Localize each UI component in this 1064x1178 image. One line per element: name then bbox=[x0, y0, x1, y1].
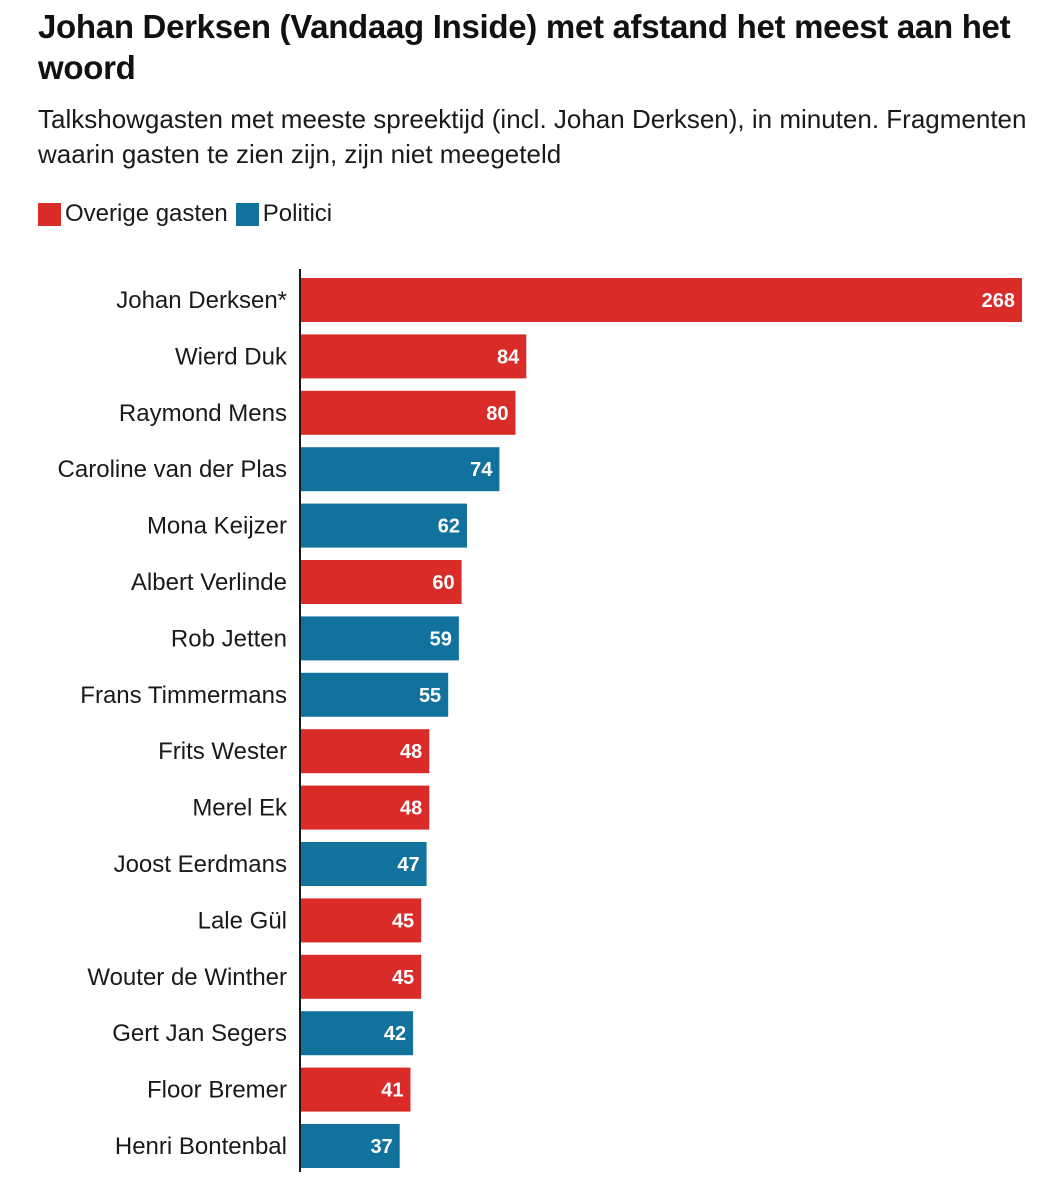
category-label-joost-eerdmans: Joost Eerdmans bbox=[114, 851, 287, 878]
value-label-frans-timmermans: 55 bbox=[419, 685, 441, 707]
category-label-rob-jetten: Rob Jetten bbox=[171, 625, 287, 652]
category-label-lale-gul: Lale Gül bbox=[198, 907, 287, 934]
value-label-wierd-duk: 84 bbox=[497, 346, 520, 368]
legend: Overige gasten Politici bbox=[38, 200, 340, 228]
bar-chart: Johan Derksen* 268 Wierd Duk 84 Raymond Mens… bbox=[58, 269, 1022, 1172]
bar-henri-bontenbal bbox=[300, 1124, 400, 1168]
value-label-gert-jan-segers: 42 bbox=[384, 1023, 406, 1045]
bar-johan-derksen bbox=[300, 278, 1022, 322]
legend-item-politici: Politici bbox=[235, 200, 333, 228]
legend-label-overige-gasten: Overige gasten bbox=[65, 200, 228, 227]
legend-swatch-politici bbox=[235, 202, 259, 226]
value-label-rob-jetten: 59 bbox=[430, 628, 452, 650]
bar-mona-keijzer bbox=[300, 503, 467, 548]
value-label-henri-bontenbal: 37 bbox=[370, 1136, 392, 1158]
value-label-albert-verlinde: 60 bbox=[432, 572, 454, 594]
chart-subtitle: Talkshowgasten met meeste spreektijd (in… bbox=[38, 104, 1027, 169]
value-label-mona-keijzer: 62 bbox=[438, 516, 460, 538]
chart-title: Johan Derksen (Vandaag Inside) met afsta… bbox=[38, 8, 1011, 86]
category-label-frits-wester: Frits Wester bbox=[158, 738, 287, 765]
bar-caroline-van-der-plas bbox=[300, 447, 500, 492]
legend-swatch-overige-gasten bbox=[38, 202, 61, 226]
category-label-albert-verlinde: Albert Verlinde bbox=[131, 569, 287, 596]
category-label-wouter-de-winther: Wouter de Winther bbox=[87, 964, 287, 991]
legend-item-overige-gasten: Overige gasten bbox=[38, 200, 228, 228]
value-label-johan-derksen: 268 bbox=[982, 290, 1015, 312]
bar-frans-timmermans bbox=[300, 672, 449, 717]
category-label-caroline-van-der-plas: Caroline van der Plas bbox=[58, 456, 287, 483]
bar-raymond-mens bbox=[300, 390, 516, 435]
category-label-raymond-mens: Raymond Mens bbox=[119, 400, 287, 427]
category-label-henri-bontenbal: Henri Bontenbal bbox=[115, 1133, 287, 1160]
bar-wierd-duk bbox=[300, 334, 527, 379]
bar-albert-verlinde bbox=[300, 560, 462, 604]
bar-lale-gul bbox=[300, 898, 422, 943]
value-label-merel-ek: 48 bbox=[400, 798, 422, 820]
value-label-lale-gul: 45 bbox=[392, 910, 414, 932]
category-label-floor-bremer: Floor Bremer bbox=[147, 1077, 287, 1104]
value-label-frits-wester: 48 bbox=[400, 741, 422, 763]
bar-merel-ek bbox=[300, 785, 430, 830]
category-label-gert-jan-segers: Gert Jan Segers bbox=[112, 1020, 287, 1047]
category-label-wierd-duk: Wierd Duk bbox=[175, 343, 288, 370]
bar-frits-wester bbox=[300, 729, 430, 774]
category-label-merel-ek: Merel Ek bbox=[192, 795, 288, 822]
value-label-wouter-de-winther: 45 bbox=[392, 967, 414, 989]
category-label-frans-timmermans: Frans Timmermans bbox=[80, 682, 287, 709]
category-label-mona-keijzer: Mona Keijzer bbox=[147, 513, 287, 540]
bar-wouter-de-winther bbox=[300, 954, 422, 999]
bar-gert-jan-segers bbox=[300, 1011, 414, 1056]
value-label-raymond-mens: 80 bbox=[486, 403, 508, 425]
bar-rob-jetten bbox=[300, 616, 459, 661]
value-label-floor-bremer: 41 bbox=[381, 1080, 403, 1102]
legend-label-politici: Politici bbox=[262, 200, 333, 227]
value-label-joost-eerdmans: 47 bbox=[397, 854, 419, 876]
value-label-caroline-van-der-plas: 74 bbox=[470, 459, 493, 481]
bar-joost-eerdmans bbox=[300, 842, 427, 886]
bar-floor-bremer bbox=[300, 1067, 411, 1112]
category-label-johan-derksen: Johan Derksen* bbox=[116, 287, 287, 314]
